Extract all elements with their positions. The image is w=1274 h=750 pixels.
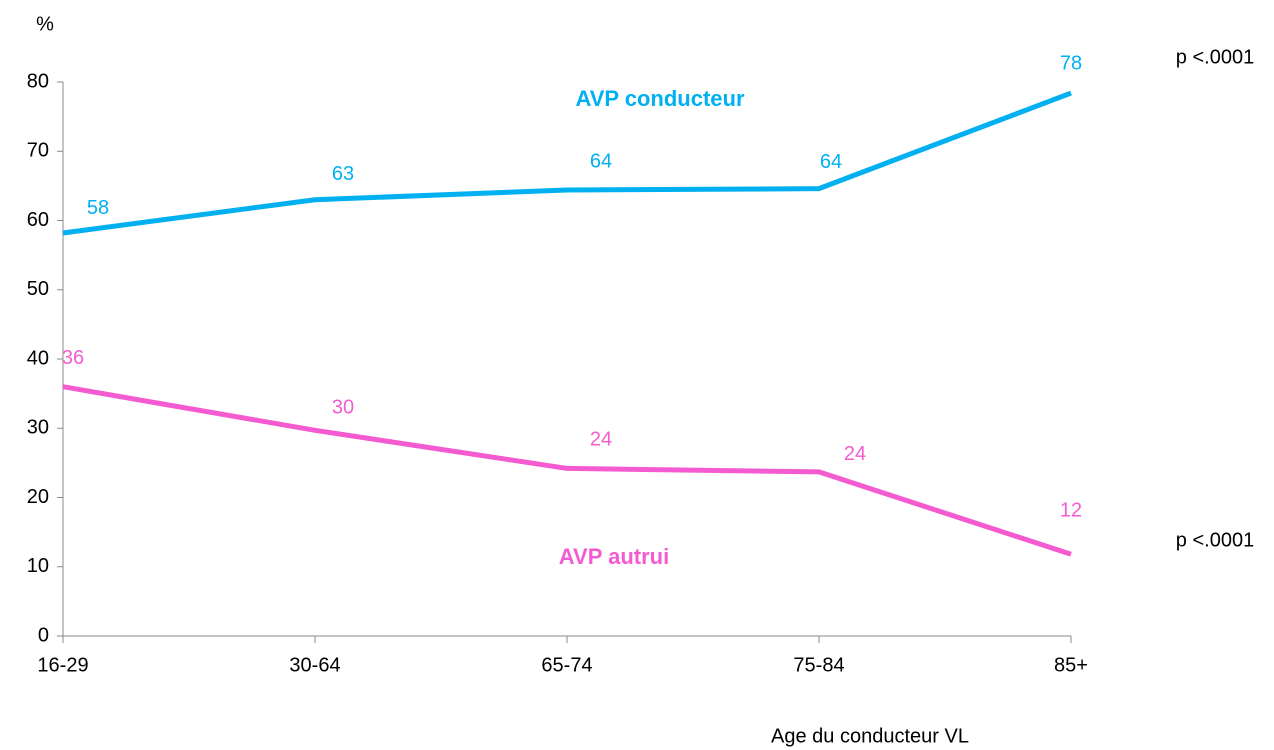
x-tick-label: 30-64 <box>289 654 340 676</box>
annotation: p <.0001 <box>1176 529 1254 551</box>
x-tick-label: 75-84 <box>793 654 844 676</box>
series-name: AVP autrui <box>559 544 669 569</box>
series-line <box>62 90 1072 236</box>
data-label: 36 <box>62 347 84 369</box>
x-tick-label: 85+ <box>1054 654 1088 676</box>
y-axis-label: % <box>36 13 54 35</box>
data-label: 78 <box>1060 52 1082 74</box>
y-tick-label: 60 <box>27 209 49 231</box>
data-label: 24 <box>844 443 866 465</box>
y-tick-label: 0 <box>38 624 49 646</box>
data-label: 24 <box>590 429 612 451</box>
x-tick-label: 65-74 <box>541 654 592 676</box>
series-name: AVP conducteur <box>575 86 745 111</box>
x-axis-label: Age du conducteur VL <box>771 725 969 747</box>
y-tick-label: 80 <box>27 70 49 92</box>
y-tick-label: 50 <box>27 278 49 300</box>
data-label: 58 <box>87 197 109 219</box>
y-tick-label: 40 <box>27 347 49 369</box>
data-label: 64 <box>590 150 612 172</box>
y-tick-label: 70 <box>27 140 49 162</box>
y-tick-label: 10 <box>27 555 49 577</box>
annotation: p <.0001 <box>1176 46 1254 68</box>
data-label: 12 <box>1060 500 1082 522</box>
data-label: 30 <box>332 397 354 419</box>
data-label: 64 <box>820 151 842 173</box>
series-line <box>62 384 1072 557</box>
y-tick-label: 30 <box>27 417 49 439</box>
x-tick-label: 16-29 <box>37 654 88 676</box>
y-tick-label: 20 <box>27 486 49 508</box>
data-label: 63 <box>332 163 354 185</box>
